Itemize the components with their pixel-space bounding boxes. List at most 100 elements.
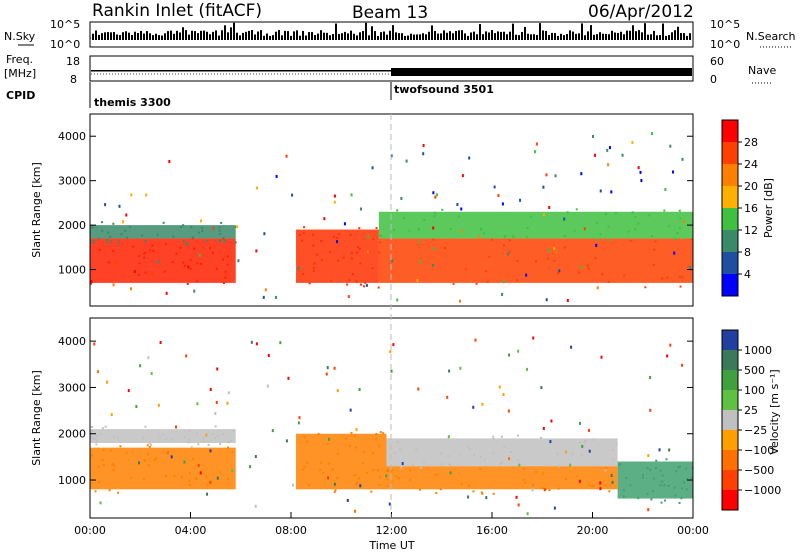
data-cell (508, 250, 511, 253)
data-cell (323, 217, 326, 221)
data-cell (148, 445, 151, 448)
data-cell (188, 429, 191, 432)
data-cell (138, 254, 141, 257)
noise-bar (473, 31, 475, 40)
data-cell (535, 260, 538, 263)
noise-bar (341, 33, 343, 40)
noise-bar (344, 31, 346, 40)
data-cell (358, 247, 361, 250)
noise-bar (500, 31, 502, 40)
data-cell (185, 354, 188, 358)
data-cell (506, 252, 509, 256)
data-cell (359, 283, 362, 286)
data-cell (385, 474, 388, 478)
data-cell (586, 264, 589, 267)
data-cell (222, 282, 225, 285)
x-tick-label: 20:00 (577, 524, 609, 537)
data-cell (604, 213, 607, 216)
y-tick-label: 2000 (58, 219, 86, 232)
data-cell (625, 477, 628, 480)
data-cell (92, 437, 95, 440)
data-cell (360, 207, 363, 211)
data-cell (275, 174, 278, 178)
colorbar-segment (722, 350, 738, 370)
velocity-data (90, 336, 694, 516)
data-cell (299, 233, 302, 236)
velocity-panel: 1000 2000 3000 4000 00:00 04:00 08:00 12:00 16:… (30, 317, 709, 552)
data-cell (348, 445, 351, 448)
data-band (90, 225, 236, 239)
data-cell (500, 435, 503, 438)
data-cell (164, 438, 167, 441)
data-band (378, 211, 693, 239)
data-cell (531, 488, 534, 492)
data-cell (661, 277, 664, 280)
data-cell (209, 388, 212, 392)
data-cell (599, 189, 602, 193)
data-cell (197, 443, 200, 446)
data-cell (274, 295, 277, 299)
data-cell (492, 435, 495, 438)
data-cell (481, 402, 484, 406)
data-cell (576, 475, 579, 478)
data-cell (432, 238, 435, 241)
data-cell (192, 457, 195, 460)
data-cell (206, 484, 209, 487)
data-cell (501, 202, 504, 206)
colorbar-tick-label: −500 (744, 464, 774, 477)
y-tick-label: 3000 (58, 381, 86, 394)
data-cell (350, 257, 353, 260)
data-cell (138, 461, 141, 465)
data-cell (358, 227, 361, 230)
noise-bar (563, 35, 565, 40)
data-cell (673, 251, 676, 255)
data-cell (222, 433, 225, 436)
noise-bar (590, 25, 592, 40)
data-cell (654, 240, 657, 243)
data-cell (641, 476, 644, 479)
data-cell (678, 209, 681, 212)
data-cell (674, 494, 677, 497)
data-cell (607, 280, 610, 283)
data-cell (669, 144, 672, 148)
data-cell (553, 246, 556, 250)
data-cell (335, 237, 338, 240)
data-cell (524, 481, 527, 484)
data-cell (132, 245, 135, 248)
freq-unit-label: [MHz] (4, 67, 36, 80)
data-cell (472, 405, 475, 409)
colorbar-tick-label: 16 (744, 202, 758, 215)
data-cell (691, 238, 694, 241)
data-cell (312, 266, 315, 269)
noise-bar (620, 31, 622, 40)
data-cell (409, 478, 412, 481)
data-cell (165, 291, 168, 295)
data-cell (128, 225, 131, 228)
noise-bar (671, 32, 673, 40)
data-cell (326, 442, 329, 445)
data-cell (460, 483, 463, 486)
data-cell (418, 488, 421, 491)
data-cell (665, 458, 668, 461)
noise-bar (326, 32, 328, 40)
data-cell (486, 280, 489, 283)
data-cell (441, 208, 444, 211)
data-cell (502, 280, 505, 284)
data-cell (163, 270, 166, 273)
data-cell (298, 416, 301, 420)
data-cell (540, 436, 543, 439)
data-cell (346, 283, 349, 286)
noise-bar (548, 35, 550, 40)
data-cell (542, 472, 545, 475)
data-cell (224, 276, 227, 279)
noise-bar (143, 33, 145, 40)
y-tick-label: 3000 (58, 175, 86, 188)
data-cell (165, 243, 168, 246)
data-cell (101, 221, 104, 224)
data-cell (686, 477, 689, 480)
noise-bar (155, 33, 157, 40)
data-cell (456, 203, 459, 207)
data-cell (357, 477, 360, 480)
noise-bar (677, 26, 679, 40)
noise-bar (182, 27, 184, 40)
